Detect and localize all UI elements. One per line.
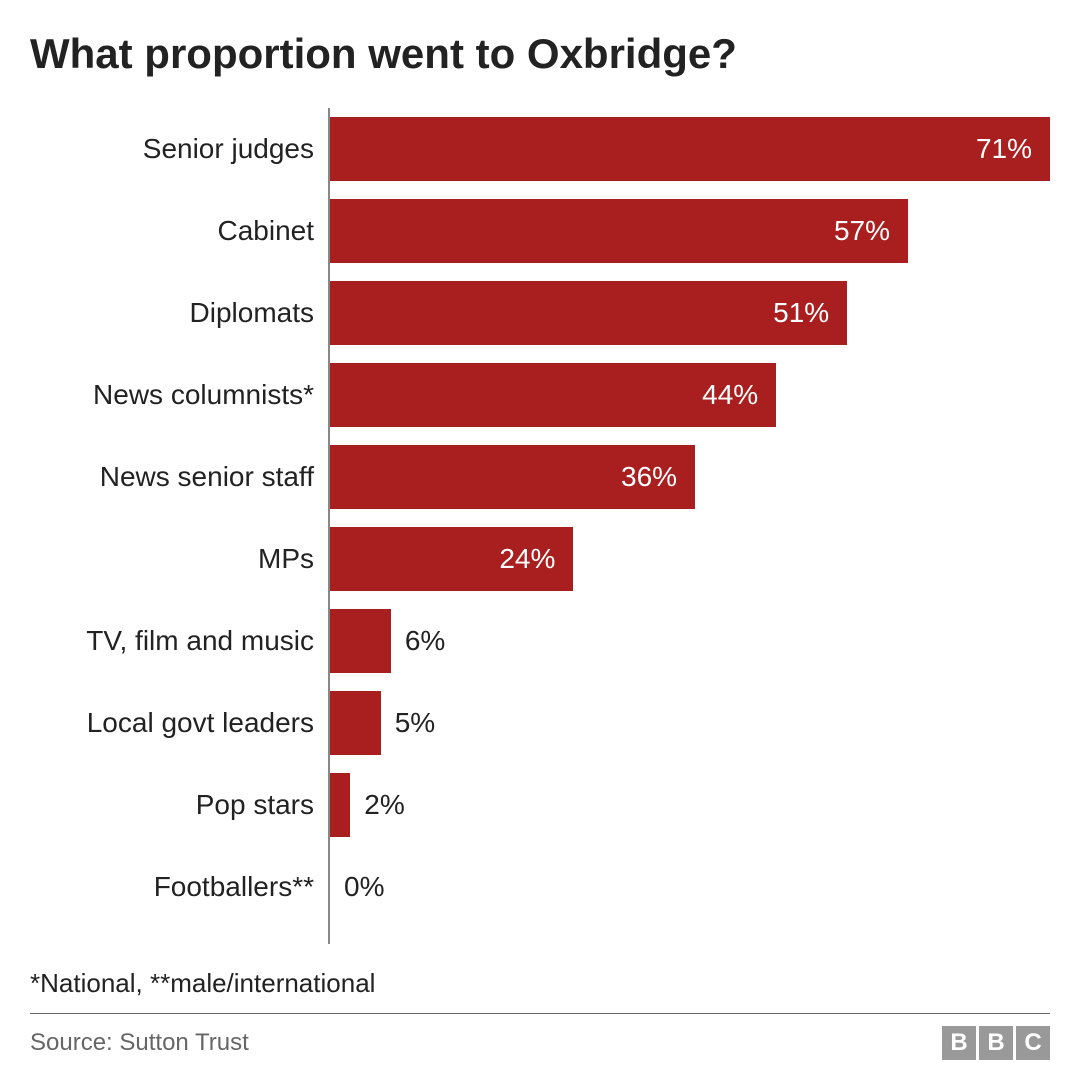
bar-value: 44% xyxy=(702,379,758,411)
footer: Source: Sutton Trust BBC xyxy=(30,1026,1050,1060)
bar-label: Local govt leaders xyxy=(30,707,328,739)
bar-track: 44% xyxy=(328,354,1050,436)
bbc-letter: B xyxy=(979,1026,1013,1060)
bar: 44% xyxy=(330,363,776,427)
divider xyxy=(30,1013,1050,1015)
bar-label: News columnists* xyxy=(30,379,328,411)
bar-track: 5% xyxy=(328,682,1050,764)
bar-label: Cabinet xyxy=(30,215,328,247)
footnote: *National, **male/international xyxy=(30,968,1050,999)
chart-container: What proportion went to Oxbridge? Senior… xyxy=(0,0,1080,1080)
bar-label: MPs xyxy=(30,543,328,575)
bar-label: News senior staff xyxy=(30,461,328,493)
bar-value: 2% xyxy=(364,789,404,821)
bar-row: Cabinet 57% xyxy=(30,190,1050,272)
bar-track: 51% xyxy=(328,272,1050,354)
bar-track: 0% xyxy=(328,846,1050,928)
bar-row: TV, film and music 6% xyxy=(30,600,1050,682)
bar-row: Footballers** 0% xyxy=(30,846,1050,928)
bar-row: News senior staff 36% xyxy=(30,436,1050,518)
bbc-letter: C xyxy=(1016,1026,1050,1060)
bbc-logo: BBC xyxy=(942,1026,1050,1060)
bar xyxy=(330,691,381,755)
axis-tail xyxy=(30,928,1050,944)
chart-title: What proportion went to Oxbridge? xyxy=(30,30,1050,78)
chart-rows: Senior judges 71% Cabinet 57% Diplomats 51% Ne… xyxy=(30,108,1050,928)
bar: 71% xyxy=(330,117,1050,181)
bar-value: 0% xyxy=(344,871,384,903)
bar-value: 24% xyxy=(499,543,555,575)
bar: 36% xyxy=(330,445,695,509)
bar-value: 71% xyxy=(976,133,1032,165)
bar-value: 6% xyxy=(405,625,445,657)
bar-label: Pop stars xyxy=(30,789,328,821)
chart-area: Senior judges 71% Cabinet 57% Diplomats 51% Ne… xyxy=(30,108,1050,950)
bar: 24% xyxy=(330,527,573,591)
bar-track: 24% xyxy=(328,518,1050,600)
bar-label: TV, film and music xyxy=(30,625,328,657)
bar-track: 57% xyxy=(328,190,1050,272)
bar xyxy=(330,773,350,837)
bar-label: Diplomats xyxy=(30,297,328,329)
bar-label: Footballers** xyxy=(30,871,328,903)
bar: 57% xyxy=(330,199,908,263)
bar-label: Senior judges xyxy=(30,133,328,165)
bar-track: 71% xyxy=(328,108,1050,190)
bar-row: Diplomats 51% xyxy=(30,272,1050,354)
bar-value: 36% xyxy=(621,461,677,493)
bar: 51% xyxy=(330,281,847,345)
bar-value: 5% xyxy=(395,707,435,739)
bar-track: 6% xyxy=(328,600,1050,682)
bar-row: News columnists* 44% xyxy=(30,354,1050,436)
bar-value: 57% xyxy=(834,215,890,247)
bar xyxy=(330,609,391,673)
bar-row: Senior judges 71% xyxy=(30,108,1050,190)
bbc-letter: B xyxy=(942,1026,976,1060)
bar-track: 2% xyxy=(328,764,1050,846)
source-text: Source: Sutton Trust xyxy=(30,1029,249,1057)
bar-row: Pop stars 2% xyxy=(30,764,1050,846)
bar-row: MPs 24% xyxy=(30,518,1050,600)
bar-track: 36% xyxy=(328,436,1050,518)
bar-row: Local govt leaders 5% xyxy=(30,682,1050,764)
bar-value: 51% xyxy=(773,297,829,329)
